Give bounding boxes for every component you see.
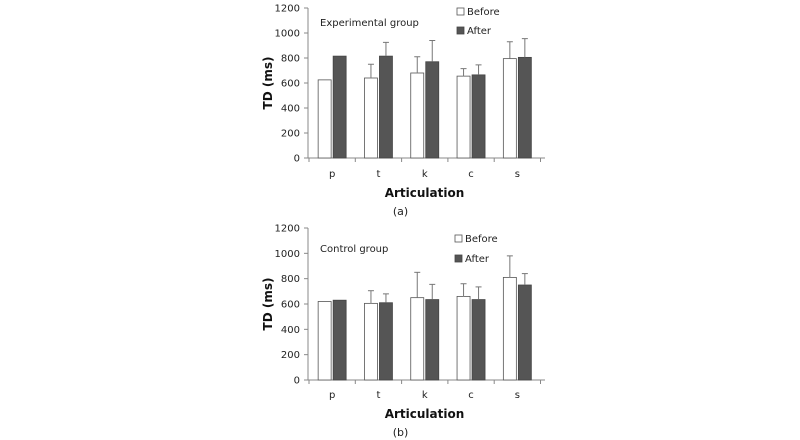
y-tick-label: 400 <box>281 325 300 336</box>
y-tick-label: 600 <box>281 300 300 311</box>
bar-before-k <box>410 297 425 381</box>
bar-before-c <box>456 75 471 159</box>
y-tick-label: 0 <box>294 376 300 387</box>
bar-before-k <box>410 72 425 159</box>
bar-after-t <box>379 55 393 159</box>
bar-after-s <box>517 56 532 159</box>
bar-after-p <box>332 55 347 159</box>
y-tick-label: 800 <box>281 54 300 65</box>
legend-label-after: After <box>465 254 490 265</box>
legend-swatch-before <box>454 234 463 243</box>
chart-panel-1: 0 200 400 600 800 1000 1200 p t k c s Experimental g… <box>261 4 545 218</box>
bar-before-p <box>317 79 332 159</box>
legend-swatch-before <box>456 7 465 16</box>
group-annotation: Experimental group <box>320 18 419 29</box>
y-tick-label: 600 <box>281 79 300 90</box>
bar-after-k <box>425 299 440 381</box>
x-tick-label: k <box>422 390 428 401</box>
x-tick-label: c <box>468 169 474 180</box>
bar-before-p <box>317 301 332 381</box>
legend-swatch-after <box>454 254 463 263</box>
x-tick-label: k <box>422 169 428 180</box>
bar-before-s <box>502 58 517 159</box>
bar-before-t <box>364 77 378 159</box>
group-annotation: Control group <box>320 244 388 255</box>
legend-label-before: Before <box>465 234 498 245</box>
bar-after-p <box>332 299 347 381</box>
bar-after-c <box>471 299 486 381</box>
legend-label-after: After <box>467 26 492 37</box>
x-tick-label: p <box>329 390 335 401</box>
y-tick-label: 800 <box>281 274 300 285</box>
x-tick-label: s <box>515 390 520 401</box>
x-axis-title: Articulation <box>385 186 465 200</box>
x-tick-label: s <box>515 169 520 180</box>
y-tick-label: 200 <box>281 129 300 140</box>
y-tick-label: 1200 <box>275 4 300 15</box>
panel-caption: (a) <box>393 205 408 218</box>
bar-after-s <box>517 284 532 381</box>
x-axis-title: Articulation <box>385 407 465 421</box>
y-tick-label: 1200 <box>275 224 300 235</box>
x-tick-label: p <box>329 169 335 180</box>
y-tick-label: 1000 <box>275 249 300 260</box>
bar-before-t <box>364 302 378 381</box>
y-axis-title: TD (ms) <box>261 278 275 331</box>
y-tick-label: 1000 <box>275 29 300 40</box>
panel-caption: (b) <box>393 426 409 439</box>
legend-swatch-after <box>456 26 465 35</box>
bar-after-c <box>471 74 486 159</box>
bar-after-k <box>425 61 440 159</box>
x-tick-label: t <box>376 169 380 180</box>
y-tick-label: 0 <box>294 154 300 165</box>
bar-before-c <box>456 295 471 381</box>
y-axis-title: TD (ms) <box>261 57 275 110</box>
legend-label-before: Before <box>467 7 500 18</box>
y-tick-label: 400 <box>281 104 300 115</box>
bar-before-s <box>502 276 517 381</box>
x-tick-label: t <box>376 390 380 401</box>
y-tick-label: 200 <box>281 350 300 361</box>
chart-panel-2: 0 200 400 600 800 1000 1200 p t k c s Control group B… <box>261 224 545 439</box>
x-tick-label: c <box>468 390 474 401</box>
bar-after-t <box>379 302 393 381</box>
